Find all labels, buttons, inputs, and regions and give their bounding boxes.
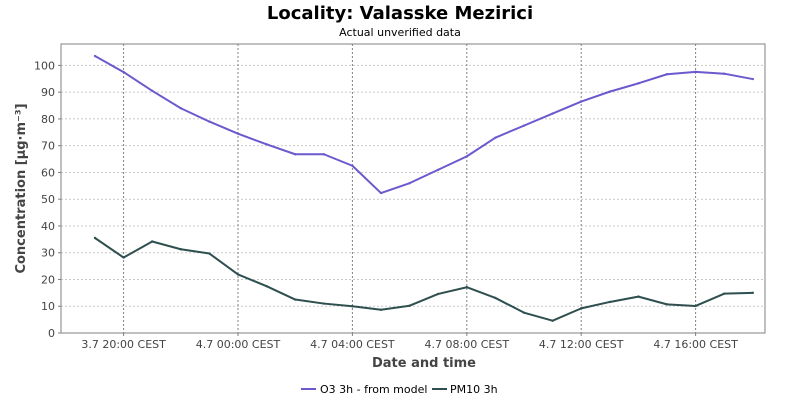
data-point [236,132,240,135]
data-point [465,155,468,158]
data-point [122,70,125,74]
y-tick-label: 30 [41,247,55,260]
x-tick-label: 4.7 00:00 CEST [196,338,281,351]
data-point [608,90,611,93]
data-point [465,286,468,289]
grid [61,44,765,333]
y-tick-label: 90 [41,86,55,99]
y-tick-label: 20 [41,273,55,286]
x-axis-ticks: 3.7 20:00 CEST 4.7 00:00 CEST 4.7 04:00 CE… [81,333,738,351]
data-point [265,284,268,288]
data-point [522,124,526,127]
data-point [151,89,154,93]
x-tick-label: 4.7 16:00 CEST [653,338,738,351]
data-point [522,311,526,314]
x-tick-label: 4.7 12:00 CEST [539,338,624,351]
data-point [408,304,411,307]
data-point [494,136,497,139]
data-point [580,100,583,103]
y-tick-label: 40 [41,220,55,233]
data-point [751,291,754,295]
data-point [208,252,211,255]
data-point [494,296,497,300]
data-point [322,302,325,305]
plot-area [60,43,766,334]
data-point [93,54,97,58]
data-point [665,73,669,76]
data-point [179,248,182,251]
data-point [294,298,297,301]
data-point [379,308,383,311]
legend: O3 3h - from model PM10 3h [301,383,498,396]
data-point [208,120,211,123]
data-point [608,300,611,304]
y-tick-label: 50 [41,193,55,206]
series-line-0 [94,55,753,195]
series-line-1 [94,237,753,322]
data-point [294,153,297,156]
data-point [723,72,726,75]
y-tick-label: 0 [48,327,55,340]
legend-label: O3 3h - from model [320,383,427,396]
chart-subtitle: Actual unverified data [339,26,461,39]
data-point [694,70,697,74]
y-tick-label: 70 [41,140,55,153]
data-point [179,107,182,110]
y-axis-ticks: 0 10 20 30 40 50 60 70 80 90 100 [34,59,61,340]
legend-label: PM10 3h [450,383,498,396]
series-lines [93,54,754,322]
data-point [122,256,125,259]
data-point [751,77,754,81]
data-point [379,191,383,195]
y-tick-label: 10 [41,300,55,313]
y-tick-label: 80 [41,113,55,126]
data-point [236,273,240,276]
data-point [437,292,440,296]
data-point [694,304,697,308]
data-point [551,319,554,322]
chart-title: Locality: Valasske Mezirici [267,3,533,24]
data-point [265,143,268,146]
data-point [351,305,354,308]
data-point [151,240,154,243]
x-tick-label: 4.7 04:00 CEST [310,338,395,351]
y-tick-label: 100 [34,59,55,72]
data-point [637,295,640,298]
x-axis-title: Date and time [372,356,476,371]
data-point [551,112,554,115]
data-point [637,82,640,85]
x-tick-label: 4.7 08:00 CEST [425,338,510,351]
data-point [408,181,411,185]
data-point [580,307,583,310]
data-point [665,303,669,306]
data-point [93,236,97,240]
data-point [437,168,440,171]
data-point [351,164,354,167]
data-point [322,153,325,156]
data-point [723,292,726,295]
y-tick-label: 60 [41,166,55,179]
y-axis-title: Concentration [µg·m⁻³] [14,103,29,273]
x-tick-label: 3.7 20:00 CEST [81,338,166,351]
